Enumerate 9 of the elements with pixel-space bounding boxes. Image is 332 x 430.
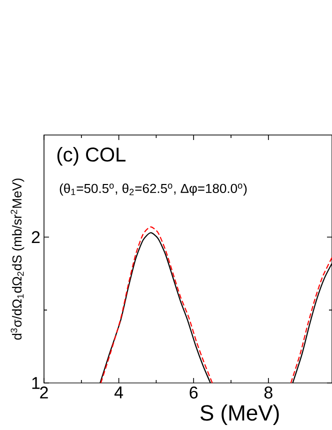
x-tick-label: 6 (190, 386, 198, 399)
x-tick-label: 8 (264, 386, 272, 399)
x-tick-label: 2 (40, 386, 48, 398)
text: (c) COL (57, 146, 126, 166)
text: (θ$_{1}$=50.5$^{o}$, θ$_{2}$=62.5$^{o}$, Δφ=180.0$^{o}$) (60, 183, 247, 196)
x-tick-label: 4 (114, 386, 124, 398)
text: d$^{3}$σ/dΩ$_{1}$dΩ$_{2}$dS (mb/sr$^{2}$MeV) (10, 178, 24, 340)
x-axis-title: S (MeV) (200, 404, 279, 426)
y-tick-label: 1 (32, 377, 40, 389)
